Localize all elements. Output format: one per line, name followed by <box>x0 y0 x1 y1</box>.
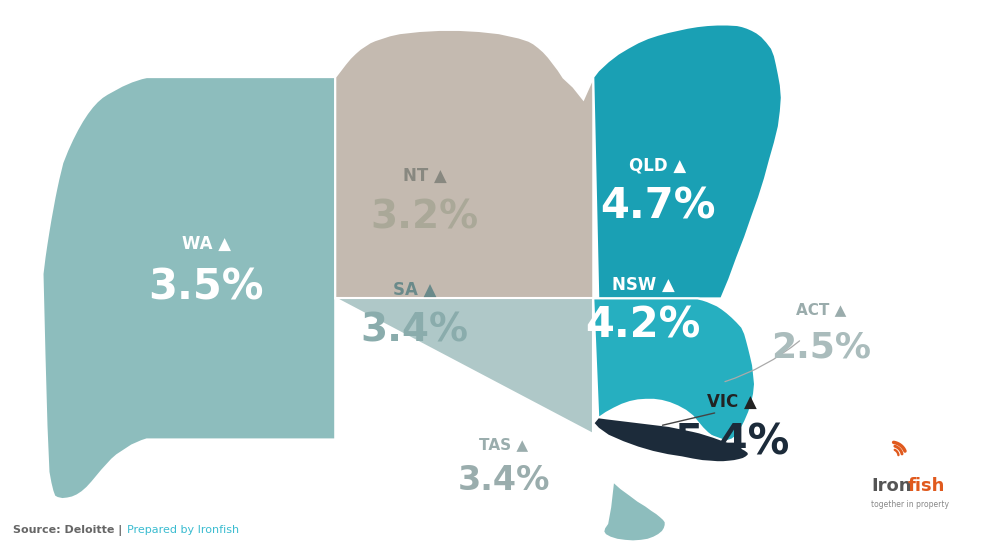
Text: fish: fish <box>908 477 945 494</box>
Polygon shape <box>43 77 335 499</box>
Text: 2.5%: 2.5% <box>771 330 871 364</box>
Text: 5.4%: 5.4% <box>675 421 789 463</box>
Polygon shape <box>593 417 749 462</box>
Polygon shape <box>593 25 781 299</box>
Text: QLD ▲: QLD ▲ <box>629 157 687 174</box>
Text: Source: Deloitte |: Source: Deloitte | <box>13 524 126 535</box>
Polygon shape <box>603 481 666 541</box>
Polygon shape <box>593 299 755 441</box>
Text: 3.4%: 3.4% <box>458 464 550 496</box>
Text: 4.2%: 4.2% <box>585 305 701 346</box>
Text: 3.2%: 3.2% <box>370 198 479 236</box>
Text: NT ▲: NT ▲ <box>402 167 446 185</box>
Text: VIC ▲: VIC ▲ <box>708 392 757 410</box>
Text: 4.7%: 4.7% <box>600 185 716 227</box>
Polygon shape <box>335 299 593 434</box>
Text: NSW ▲: NSW ▲ <box>612 276 675 294</box>
Polygon shape <box>335 30 593 299</box>
Text: WA ▲: WA ▲ <box>182 235 231 253</box>
Text: Prepared by Ironfish: Prepared by Ironfish <box>127 525 239 535</box>
Text: 3.5%: 3.5% <box>149 266 264 309</box>
Text: Iron: Iron <box>871 477 911 494</box>
Text: together in property: together in property <box>871 500 949 509</box>
Text: ACT ▲: ACT ▲ <box>796 302 846 317</box>
Text: 3.4%: 3.4% <box>360 312 469 350</box>
Text: SA ▲: SA ▲ <box>393 281 436 299</box>
Text: TAS ▲: TAS ▲ <box>479 437 529 452</box>
